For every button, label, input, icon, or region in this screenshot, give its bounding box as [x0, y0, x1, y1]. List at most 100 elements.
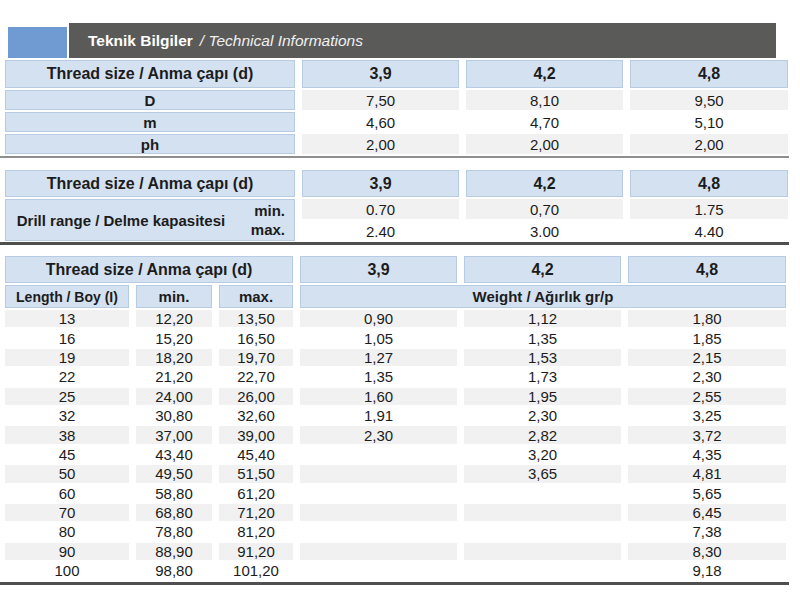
weight-cell	[300, 504, 457, 521]
weight-cell	[300, 523, 457, 540]
max-header: max.	[219, 285, 293, 308]
weight-cell: 1,73	[464, 368, 621, 385]
weight-cell: 2,30	[464, 407, 621, 424]
weight-cell: 8,30	[628, 543, 786, 560]
max-cell: 51,50	[219, 465, 293, 482]
t3-size-col-3: 4,8	[628, 256, 786, 283]
weight-cell: 1,85	[628, 329, 786, 346]
weight-cell: 3,65	[464, 465, 621, 482]
weight-cell	[464, 523, 621, 540]
weight-header: Weight / Ağırlık gr/p	[300, 285, 786, 308]
weight-cell: 1,12	[464, 310, 621, 327]
min-label: min.	[236, 203, 285, 218]
table1-bottom-rule	[0, 156, 789, 158]
weight-cell: 2,82	[464, 426, 621, 443]
max-cell: 81,20	[219, 523, 293, 540]
t3-size-col-1: 3,9	[300, 256, 457, 283]
length-cell: 19	[5, 349, 129, 366]
weight-cell: 2,30	[628, 368, 786, 385]
length-cell: 13	[5, 310, 129, 327]
max-cell: 39,00	[219, 426, 293, 443]
min-cell: 68,80	[136, 504, 212, 521]
length-cell: 45	[5, 446, 129, 463]
table-cell: 4,60	[302, 112, 459, 132]
length-cell: 100	[5, 562, 129, 579]
drill-range-label: Drill range / Delme kapasitesi	[6, 213, 236, 228]
weight-cell: 2,30	[300, 426, 457, 443]
min-cell: 24,00	[136, 388, 212, 405]
max-cell: 61,20	[219, 485, 293, 502]
weight-cell: 1,53	[464, 349, 621, 366]
max-label: max.	[236, 222, 285, 237]
weight-cell: 1,27	[300, 349, 457, 366]
table-cell: 2,00	[466, 134, 623, 154]
min-cell: 21,20	[136, 368, 212, 385]
t1-size-col-2: 4,2	[466, 60, 623, 88]
weight-cell: 3,72	[628, 426, 786, 443]
length-cell: 80	[5, 523, 129, 540]
length-cell: 60	[5, 485, 129, 502]
table-cell: 8,10	[466, 90, 623, 110]
t1-size-col-1: 3,9	[302, 60, 459, 88]
weight-cell: 7,38	[628, 523, 786, 540]
min-cell: 98,80	[136, 562, 212, 579]
max-cell: 45,40	[219, 446, 293, 463]
max-cell: 26,00	[219, 388, 293, 405]
catalog-page: Teknik Bilgiler / Technical Informations…	[0, 0, 800, 600]
max-cell: 91,20	[219, 543, 293, 560]
length-weight-table: Thread size / Anma çapı (d) 3,9 4,2 4,8 …	[5, 256, 786, 579]
table-cell: 2,00	[630, 134, 788, 154]
weight-cell	[464, 485, 621, 502]
weight-cell: 4,81	[628, 465, 786, 482]
weight-cell: 1,95	[464, 388, 621, 405]
t3-size-col-2: 4,2	[464, 256, 621, 283]
max-cell: 22,70	[219, 368, 293, 385]
blue-accent-square	[8, 27, 67, 58]
max-cell: 101,20	[219, 562, 293, 579]
weight-cell: 2,15	[628, 349, 786, 366]
weight-cell	[300, 543, 457, 560]
min-cell: 12,20	[136, 310, 212, 327]
max-cell: 13,50	[219, 310, 293, 327]
length-cell: 22	[5, 368, 129, 385]
length-cell: 50	[5, 465, 129, 482]
weight-cell: 1,80	[628, 310, 786, 327]
table-cell: 7,50	[302, 90, 459, 110]
weight-cell	[300, 446, 457, 463]
t2-size-col-1: 3,9	[302, 170, 459, 197]
drill-range-table: Thread size / Anma çapı (d) 3,9 4,2 4,8 …	[5, 170, 788, 241]
min-header: min.	[136, 285, 212, 308]
table-cell: 2,00	[302, 134, 459, 154]
length-cell: 16	[5, 329, 129, 346]
table-cell: 4,70	[466, 112, 623, 132]
min-cell: 78,80	[136, 523, 212, 540]
weight-cell: 1,91	[300, 407, 457, 424]
length-cell: 32	[5, 407, 129, 424]
title-bar: Teknik Bilgiler / Technical Informations	[69, 23, 776, 58]
min-cell: 30,80	[136, 407, 212, 424]
max-cell: 16,50	[219, 329, 293, 346]
weight-cell: 6,45	[628, 504, 786, 521]
min-cell: 49,50	[136, 465, 212, 482]
weight-cell	[300, 465, 457, 482]
min-cell: 88,90	[136, 543, 212, 560]
table2-bottom-rule	[0, 242, 789, 245]
t1-row-label: D	[5, 90, 295, 110]
table-cell: 1.75	[630, 199, 788, 219]
weight-cell: 1,35	[300, 368, 457, 385]
length-cell: 70	[5, 504, 129, 521]
min-cell: 43,40	[136, 446, 212, 463]
max-cell: 32,60	[219, 407, 293, 424]
table-cell: 2.40	[302, 221, 459, 241]
weight-cell	[464, 562, 621, 579]
min-cell: 37,00	[136, 426, 212, 443]
page-title-english: / Technical Informations	[200, 32, 363, 50]
min-cell: 58,80	[136, 485, 212, 502]
table-cell: 0,70	[466, 199, 623, 219]
weight-cell: 9,18	[628, 562, 786, 579]
max-cell: 71,20	[219, 504, 293, 521]
table-cell: 9,50	[630, 90, 788, 110]
weight-cell: 1,35	[464, 329, 621, 346]
table3-bottom-rule	[0, 582, 789, 585]
table-cell: 4.40	[630, 221, 788, 241]
